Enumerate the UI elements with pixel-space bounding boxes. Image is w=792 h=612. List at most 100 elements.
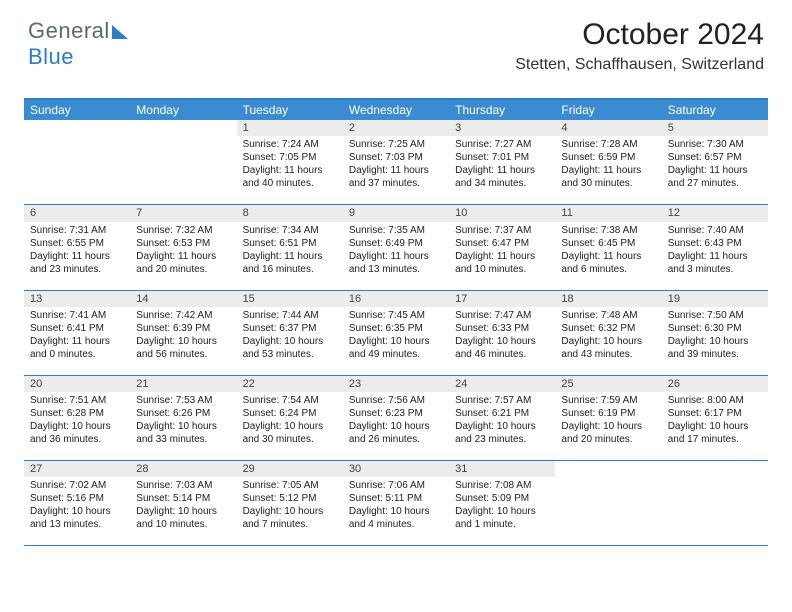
day-body: Sunrise: 7:08 AMSunset: 5:09 PMDaylight:… <box>449 477 555 545</box>
daylight-text: Daylight: 11 hours and 10 minutes. <box>455 250 549 276</box>
day-number: 2 <box>343 120 449 136</box>
calendar-week: 27Sunrise: 7:02 AMSunset: 5:16 PMDayligh… <box>24 461 768 546</box>
day-body <box>24 136 130 204</box>
daylight-text: Daylight: 11 hours and 16 minutes. <box>243 250 337 276</box>
location-subtitle: Stetten, Schaffhausen, Switzerland <box>515 56 764 74</box>
day-number: 7 <box>130 205 236 221</box>
sunrise-text: Sunrise: 7:30 AM <box>668 138 762 151</box>
day-body: Sunrise: 7:40 AMSunset: 6:43 PMDaylight:… <box>662 222 768 290</box>
sunrise-text: Sunrise: 7:35 AM <box>349 224 443 237</box>
daylight-text: Daylight: 11 hours and 40 minutes. <box>243 164 337 190</box>
sunset-text: Sunset: 6:55 PM <box>30 237 124 250</box>
daylight-text: Daylight: 10 hours and 26 minutes. <box>349 420 443 446</box>
daylight-text: Daylight: 11 hours and 23 minutes. <box>30 250 124 276</box>
sunrise-text: Sunrise: 7:45 AM <box>349 309 443 322</box>
day-number: 18 <box>555 291 661 307</box>
day-body: Sunrise: 7:38 AMSunset: 6:45 PMDaylight:… <box>555 222 661 290</box>
day-body: Sunrise: 7:45 AMSunset: 6:35 PMDaylight:… <box>343 307 449 375</box>
calendar-cell: 20Sunrise: 7:51 AMSunset: 6:28 PMDayligh… <box>24 376 130 460</box>
day-body: Sunrise: 7:25 AMSunset: 7:03 PMDaylight:… <box>343 136 449 204</box>
day-number: 20 <box>24 376 130 392</box>
day-body: Sunrise: 7:32 AMSunset: 6:53 PMDaylight:… <box>130 222 236 290</box>
calendar-cell: 27Sunrise: 7:02 AMSunset: 5:16 PMDayligh… <box>24 461 130 545</box>
sunrise-text: Sunrise: 7:53 AM <box>136 394 230 407</box>
day-number: 28 <box>130 461 236 477</box>
day-body: Sunrise: 7:42 AMSunset: 6:39 PMDaylight:… <box>130 307 236 375</box>
sunset-text: Sunset: 6:21 PM <box>455 407 549 420</box>
sunrise-text: Sunrise: 8:00 AM <box>668 394 762 407</box>
sunset-text: Sunset: 6:33 PM <box>455 322 549 335</box>
daylight-text: Daylight: 10 hours and 4 minutes. <box>349 505 443 531</box>
sunset-text: Sunset: 6:17 PM <box>668 407 762 420</box>
day-body: Sunrise: 7:27 AMSunset: 7:01 PMDaylight:… <box>449 136 555 204</box>
day-body: Sunrise: 7:31 AMSunset: 6:55 PMDaylight:… <box>24 222 130 290</box>
sunrise-text: Sunrise: 7:41 AM <box>30 309 124 322</box>
calendar-cell: 3Sunrise: 7:27 AMSunset: 7:01 PMDaylight… <box>449 120 555 204</box>
sunrise-text: Sunrise: 7:02 AM <box>30 479 124 492</box>
day-body: Sunrise: 7:54 AMSunset: 6:24 PMDaylight:… <box>237 392 343 460</box>
calendar-cell: 24Sunrise: 7:57 AMSunset: 6:21 PMDayligh… <box>449 376 555 460</box>
logo-text: General Blue <box>28 18 128 69</box>
day-body: Sunrise: 7:02 AMSunset: 5:16 PMDaylight:… <box>24 477 130 545</box>
calendar-cell: 15Sunrise: 7:44 AMSunset: 6:37 PMDayligh… <box>237 291 343 375</box>
daylight-text: Daylight: 10 hours and 56 minutes. <box>136 335 230 361</box>
day-number: 6 <box>24 205 130 221</box>
day-number: 23 <box>343 376 449 392</box>
sunrise-text: Sunrise: 7:27 AM <box>455 138 549 151</box>
day-number: 5 <box>662 120 768 136</box>
calendar-cell: 23Sunrise: 7:56 AMSunset: 6:23 PMDayligh… <box>343 376 449 460</box>
sunset-text: Sunset: 6:59 PM <box>561 151 655 164</box>
calendar-week: 20Sunrise: 7:51 AMSunset: 6:28 PMDayligh… <box>24 376 768 461</box>
sunset-text: Sunset: 6:51 PM <box>243 237 337 250</box>
day-body: Sunrise: 7:37 AMSunset: 6:47 PMDaylight:… <box>449 222 555 290</box>
sunrise-text: Sunrise: 7:24 AM <box>243 138 337 151</box>
calendar-cell: 6Sunrise: 7:31 AMSunset: 6:55 PMDaylight… <box>24 205 130 289</box>
calendar-cell: 28Sunrise: 7:03 AMSunset: 5:14 PMDayligh… <box>130 461 236 545</box>
day-body: Sunrise: 7:24 AMSunset: 7:05 PMDaylight:… <box>237 136 343 204</box>
daylight-text: Daylight: 11 hours and 13 minutes. <box>349 250 443 276</box>
day-body: Sunrise: 8:00 AMSunset: 6:17 PMDaylight:… <box>662 392 768 460</box>
day-number: 4 <box>555 120 661 136</box>
logo: General Blue <box>28 18 128 70</box>
day-number: 30 <box>343 461 449 477</box>
sunrise-text: Sunrise: 7:40 AM <box>668 224 762 237</box>
calendar-cell <box>130 120 236 204</box>
sunset-text: Sunset: 6:30 PM <box>668 322 762 335</box>
header: October 2024 Stetten, Schaffhausen, Swit… <box>515 18 764 74</box>
day-body: Sunrise: 7:30 AMSunset: 6:57 PMDaylight:… <box>662 136 768 204</box>
sunrise-text: Sunrise: 7:44 AM <box>243 309 337 322</box>
sunset-text: Sunset: 6:26 PM <box>136 407 230 420</box>
day-body: Sunrise: 7:06 AMSunset: 5:11 PMDaylight:… <box>343 477 449 545</box>
day-number: 1 <box>237 120 343 136</box>
sunset-text: Sunset: 6:47 PM <box>455 237 549 250</box>
sunrise-text: Sunrise: 7:42 AM <box>136 309 230 322</box>
calendar-cell: 7Sunrise: 7:32 AMSunset: 6:53 PMDaylight… <box>130 205 236 289</box>
sunset-text: Sunset: 7:05 PM <box>243 151 337 164</box>
sunset-text: Sunset: 6:41 PM <box>30 322 124 335</box>
sunrise-text: Sunrise: 7:38 AM <box>561 224 655 237</box>
sunset-text: Sunset: 6:45 PM <box>561 237 655 250</box>
sunrise-text: Sunrise: 7:08 AM <box>455 479 549 492</box>
daylight-text: Daylight: 11 hours and 27 minutes. <box>668 164 762 190</box>
sunset-text: Sunset: 6:28 PM <box>30 407 124 420</box>
day-number: 31 <box>449 461 555 477</box>
day-body: Sunrise: 7:50 AMSunset: 6:30 PMDaylight:… <box>662 307 768 375</box>
daylight-text: Daylight: 11 hours and 0 minutes. <box>30 335 124 361</box>
day-number: 8 <box>237 205 343 221</box>
daylight-text: Daylight: 10 hours and 17 minutes. <box>668 420 762 446</box>
weekday-header: Sunday Monday Tuesday Wednesday Thursday… <box>24 100 768 120</box>
calendar-cell: 30Sunrise: 7:06 AMSunset: 5:11 PMDayligh… <box>343 461 449 545</box>
sunrise-text: Sunrise: 7:06 AM <box>349 479 443 492</box>
day-number: 19 <box>662 291 768 307</box>
day-body: Sunrise: 7:44 AMSunset: 6:37 PMDaylight:… <box>237 307 343 375</box>
calendar-cell: 8Sunrise: 7:34 AMSunset: 6:51 PMDaylight… <box>237 205 343 289</box>
calendar-cell: 13Sunrise: 7:41 AMSunset: 6:41 PMDayligh… <box>24 291 130 375</box>
day-number: 27 <box>24 461 130 477</box>
day-body: Sunrise: 7:47 AMSunset: 6:33 PMDaylight:… <box>449 307 555 375</box>
daylight-text: Daylight: 11 hours and 37 minutes. <box>349 164 443 190</box>
daylight-text: Daylight: 10 hours and 36 minutes. <box>30 420 124 446</box>
daylight-text: Daylight: 11 hours and 6 minutes. <box>561 250 655 276</box>
calendar-week: 13Sunrise: 7:41 AMSunset: 6:41 PMDayligh… <box>24 291 768 376</box>
daylight-text: Daylight: 10 hours and 13 minutes. <box>30 505 124 531</box>
day-body: Sunrise: 7:57 AMSunset: 6:21 PMDaylight:… <box>449 392 555 460</box>
